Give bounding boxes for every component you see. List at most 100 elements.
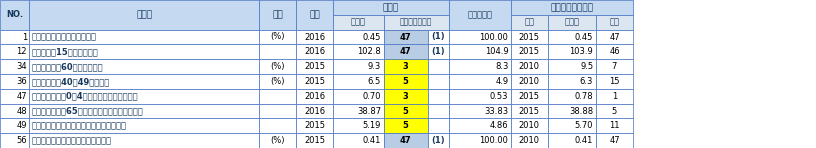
Text: 0.41: 0.41 <box>362 136 381 145</box>
Bar <box>596 133 633 148</box>
Text: 46: 46 <box>609 47 620 56</box>
Text: 33.83: 33.83 <box>484 107 508 115</box>
Text: (1): (1) <box>432 136 445 145</box>
Text: 11: 11 <box>610 121 619 130</box>
Text: 15: 15 <box>610 77 619 86</box>
Bar <box>296 59 333 74</box>
Text: 7: 7 <box>612 62 617 71</box>
Text: 0.53: 0.53 <box>490 92 508 101</box>
Bar <box>428 30 449 44</box>
Bar <box>259 74 296 89</box>
Bar <box>511 15 548 30</box>
Bar <box>548 44 596 59</box>
Bar <box>511 30 548 44</box>
Bar <box>0 0 29 30</box>
Bar <box>596 89 633 104</box>
Text: 離別者割合［40〜49歳・男］: 離別者割合［40〜49歳・男］ <box>32 77 110 86</box>
Bar <box>449 0 511 30</box>
Bar <box>428 59 449 74</box>
Text: 34: 34 <box>16 62 27 71</box>
Bar <box>449 133 511 148</box>
Bar <box>259 133 296 148</box>
Bar <box>428 44 449 59</box>
Bar <box>29 59 259 74</box>
Bar <box>596 104 633 118</box>
Text: (%): (%) <box>271 62 285 71</box>
Text: 0.45: 0.45 <box>362 33 381 41</box>
Bar <box>0 133 29 148</box>
Text: 3: 3 <box>402 62 409 71</box>
Text: 年齢別死亡率［0〜4歳］（人口千人当たり）: 年齢別死亡率［0〜4歳］（人口千人当たり） <box>32 92 139 101</box>
Bar <box>296 0 333 30</box>
Text: 2016: 2016 <box>304 92 325 101</box>
Bar <box>0 104 29 118</box>
Text: 0.70: 0.70 <box>362 92 381 101</box>
Bar <box>29 0 259 30</box>
Text: 36: 36 <box>16 77 27 86</box>
Text: 参考値（鳥取県）: 参考値（鳥取県） <box>551 3 593 12</box>
Bar <box>29 74 259 89</box>
Bar <box>29 104 259 118</box>
Text: 5.19: 5.19 <box>362 121 381 130</box>
Bar <box>449 118 511 133</box>
Bar <box>548 104 596 118</box>
Bar <box>548 133 596 148</box>
Bar <box>449 89 511 104</box>
Text: 100.00: 100.00 <box>480 136 508 145</box>
Bar <box>449 104 511 118</box>
Bar <box>384 118 428 133</box>
Text: 4.9: 4.9 <box>495 77 508 86</box>
Text: 0.78: 0.78 <box>574 92 593 101</box>
Bar <box>428 118 449 133</box>
Bar <box>548 118 596 133</box>
Bar <box>511 118 548 133</box>
Text: 38.88: 38.88 <box>569 107 593 115</box>
Bar <box>29 118 259 133</box>
Text: 2015: 2015 <box>519 92 539 101</box>
Bar <box>259 104 296 118</box>
Text: 5: 5 <box>612 107 617 115</box>
Text: 47: 47 <box>400 136 411 145</box>
Text: 年度: 年度 <box>309 10 320 19</box>
Text: (%): (%) <box>271 136 285 145</box>
Bar <box>29 44 259 59</box>
Bar <box>384 15 449 30</box>
Text: 項目名: 項目名 <box>136 10 153 19</box>
Text: 1: 1 <box>612 92 617 101</box>
Bar <box>296 104 333 118</box>
Text: 8.3: 8.3 <box>495 62 508 71</box>
Bar <box>428 74 449 89</box>
Text: 2010: 2010 <box>519 136 539 145</box>
Bar <box>596 59 633 74</box>
Text: 年齢調整死亡率［男］（人口千人当たり）: 年齢調整死亡率［男］（人口千人当たり） <box>32 121 126 130</box>
Text: 2016: 2016 <box>304 33 325 41</box>
Text: 47: 47 <box>609 136 620 145</box>
Bar <box>259 89 296 104</box>
Text: 2016: 2016 <box>304 47 325 56</box>
Text: 2015: 2015 <box>304 121 325 130</box>
Bar <box>0 44 29 59</box>
Text: 2015: 2015 <box>519 47 539 56</box>
Bar <box>548 30 596 44</box>
Text: 2015: 2015 <box>519 107 539 115</box>
Bar <box>449 30 511 44</box>
Text: 順位: 順位 <box>610 18 619 27</box>
Text: (1): (1) <box>432 33 445 41</box>
Text: 2016: 2016 <box>304 107 325 115</box>
Bar <box>333 30 384 44</box>
Text: (1): (1) <box>432 47 445 56</box>
Text: 5: 5 <box>402 77 409 86</box>
Bar <box>596 15 633 30</box>
Bar <box>333 15 384 30</box>
Bar <box>548 15 596 30</box>
Bar <box>548 59 596 74</box>
Text: 全国総人口に占める人口割合: 全国総人口に占める人口割合 <box>32 33 97 41</box>
Text: (%): (%) <box>271 33 285 41</box>
Text: 5.70: 5.70 <box>574 121 593 130</box>
Text: (%): (%) <box>271 77 285 86</box>
Bar <box>333 0 449 15</box>
Text: 全国一般世帯に占める一般世帯割合: 全国一般世帯に占める一般世帯割合 <box>32 136 112 145</box>
Bar <box>259 44 296 59</box>
Text: NO.: NO. <box>7 10 23 19</box>
Bar <box>548 74 596 89</box>
